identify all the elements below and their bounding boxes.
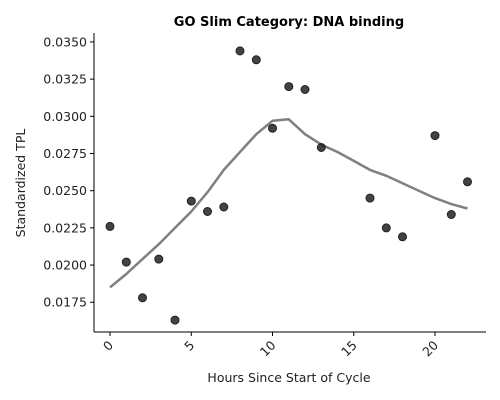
- x-tick-label: 15: [338, 338, 360, 360]
- data-point: [316, 143, 326, 152]
- data-point: [138, 293, 147, 303]
- data-point: [446, 210, 456, 219]
- chart-title: GO Slim Category: DNA binding: [174, 15, 404, 30]
- trend-line: [109, 118, 468, 289]
- data-point: [381, 223, 391, 233]
- data-point: [268, 123, 277, 133]
- x-ticks: 0 5 10 15 20: [100, 332, 441, 359]
- x-tick-label: 5: [181, 338, 197, 354]
- data-point: [121, 257, 131, 267]
- y-tick-label: 0.0175: [43, 295, 87, 310]
- data-point: [105, 221, 115, 231]
- y-axis-label: Standardized TPL: [13, 129, 28, 238]
- y-tick-label: 0.0350: [43, 34, 87, 49]
- data-point: [219, 202, 229, 212]
- x-tick-label: 10: [257, 337, 279, 359]
- data-point: [398, 232, 407, 242]
- data-point: [235, 46, 245, 56]
- data-point: [430, 131, 440, 141]
- data-point: [463, 177, 472, 187]
- data-point: [300, 85, 310, 94]
- x-tick-label: 20: [419, 337, 441, 359]
- y-tick-label: 0.0200: [43, 258, 87, 273]
- data-point: [284, 82, 294, 92]
- data-point: [170, 315, 180, 325]
- data-point: [154, 254, 164, 264]
- data-point: [203, 207, 212, 216]
- y-tick-label: 0.0275: [43, 146, 87, 161]
- x-tick-label: 0: [100, 337, 116, 353]
- axes: [93, 33, 486, 333]
- y-tick-label: 0.0325: [43, 72, 87, 87]
- data-point: [186, 196, 196, 206]
- scatter-points: [105, 46, 472, 325]
- y-tick-label: 0.0225: [43, 220, 87, 235]
- y-tick-label: 0.0250: [43, 183, 87, 198]
- x-axis-label: Hours Since Start of Cycle: [207, 370, 370, 385]
- y-tick-label: 0.0300: [43, 109, 87, 124]
- data-point: [251, 55, 261, 65]
- y-ticks: 0.0175 0.0200 0.0225 0.0250 0.0275 0.0300 0.03…: [43, 34, 94, 310]
- data-point: [365, 193, 375, 203]
